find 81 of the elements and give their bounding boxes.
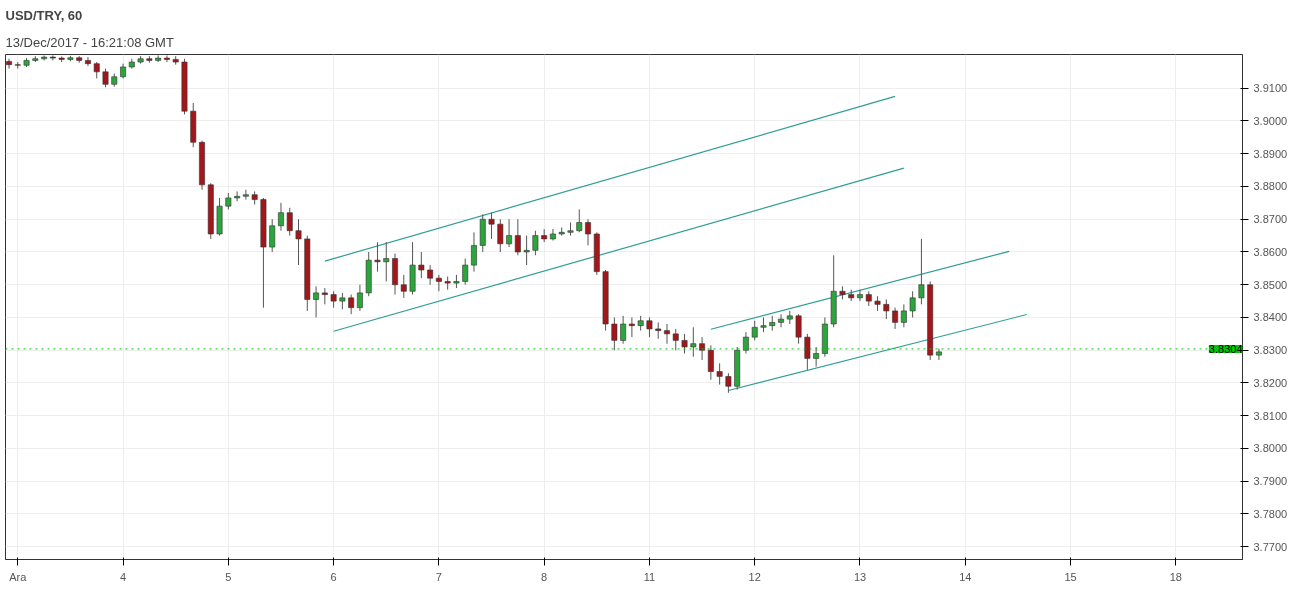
y-tick-label: 3.8200 [1253, 376, 1288, 389]
candlestick [488, 212, 495, 240]
candlestick [374, 241, 381, 273]
ref-line-label: 3.8304 [1208, 342, 1243, 355]
candlestick [242, 189, 249, 201]
candlestick [628, 316, 635, 338]
candlestick [936, 348, 942, 361]
candlestick [690, 326, 697, 358]
candlestick [778, 313, 784, 328]
candlestick [427, 264, 434, 286]
candlestick [471, 231, 477, 273]
x-tick-label: 12 [748, 570, 761, 583]
candlestick [681, 333, 688, 354]
candlestick [234, 190, 241, 202]
candlestick [804, 333, 811, 371]
candlestick [918, 238, 925, 305]
candlestick [435, 274, 442, 292]
candlestick [418, 251, 425, 279]
candlestick [892, 307, 899, 330]
candlestick [576, 208, 583, 233]
candlestick [348, 294, 355, 315]
candlestick [497, 218, 504, 253]
candlestick [751, 320, 758, 341]
y-tick-label: 3.8600 [1253, 245, 1288, 258]
x-tick-label: 13 [853, 570, 867, 583]
candlestick [506, 218, 512, 248]
y-tick-label: 3.7800 [1253, 507, 1288, 520]
x-tick-label: 4 [120, 570, 127, 583]
candlestick [383, 241, 390, 282]
x-tick-label: 8 [541, 570, 548, 583]
candlestick [611, 316, 618, 351]
y-tick-label: 3.8100 [1253, 409, 1288, 422]
candlestick [707, 344, 714, 381]
x-tick-label: Ara [9, 570, 28, 583]
candlestick [550, 228, 556, 242]
x-tick-label: 14 [959, 570, 972, 583]
candlestick [400, 274, 407, 299]
candlestick [102, 68, 109, 88]
text: 13/Dec/2017 - 16:21:08 GMT [5, 34, 174, 50]
candlestick [85, 56, 91, 67]
y-tick-label: 3.8700 [1253, 213, 1288, 226]
candlestick [462, 258, 469, 286]
candlestick [278, 202, 284, 232]
candlestick [646, 316, 653, 338]
x-tick-label: 15 [1064, 570, 1077, 583]
candlestick [313, 285, 319, 318]
candlestick [532, 230, 539, 256]
candlestick [269, 218, 276, 253]
candlestick [900, 303, 907, 328]
x-tick-label: 11 [643, 570, 656, 583]
x-tick-label: 18 [1169, 570, 1182, 583]
candlestick [523, 235, 530, 266]
candlestick [620, 315, 627, 345]
candlestick [795, 313, 802, 345]
y-tick-label: 3.7900 [1253, 475, 1288, 488]
y-tick-label: 3.8400 [1253, 311, 1288, 324]
x-tick-label: 5 [225, 570, 232, 583]
y-tick-label: 3.8500 [1253, 278, 1288, 291]
candlestick [672, 328, 679, 351]
candlestick [857, 289, 863, 302]
y-tick-label: 3.8800 [1253, 180, 1288, 193]
candlestick [883, 298, 890, 320]
candlestick [813, 346, 820, 368]
y-tick-label: 3.8900 [1253, 147, 1288, 160]
candlestick [909, 290, 916, 318]
x-tick-label: 6 [330, 570, 337, 583]
x-tick-label: 7 [435, 570, 442, 583]
candlestick [725, 372, 732, 394]
chart-title: USD/TRY, 60 [5, 7, 83, 23]
candlestick [357, 284, 363, 312]
candlestick [514, 218, 521, 256]
candlestick [286, 207, 293, 237]
y-tick-label: 3.8300 [1253, 344, 1288, 357]
y-tick-label: 3.7700 [1253, 540, 1288, 553]
candlestick [716, 362, 723, 386]
y-tick-label: 3.8000 [1253, 442, 1288, 455]
candlestick [585, 218, 591, 246]
y-tick-label: 3.9100 [1253, 82, 1288, 95]
candlestick [664, 323, 670, 345]
candlestick [295, 218, 302, 266]
y-tick-label: 3.9000 [1253, 114, 1288, 127]
